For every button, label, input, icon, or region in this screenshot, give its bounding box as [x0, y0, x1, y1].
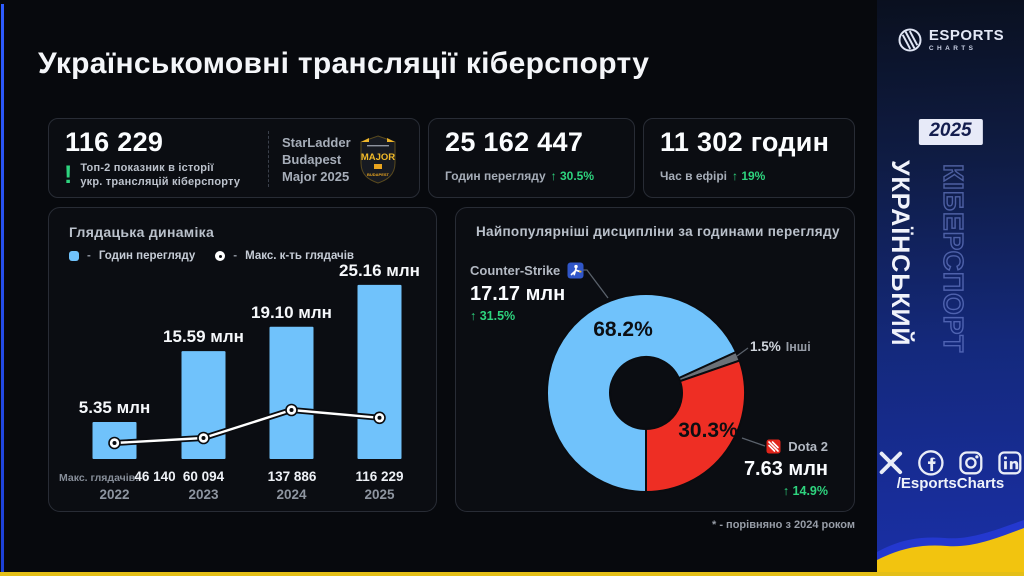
hours-watched-value: 25 162 447	[445, 127, 584, 157]
linkedin-icon[interactable]	[996, 449, 1024, 477]
peak-viewers-desc-line2: укр. трансляцій кіберспорту	[80, 175, 241, 188]
event-name-line3: Major 2025	[282, 169, 350, 184]
page-title: Українськомовні трансляції кіберспорту	[38, 47, 650, 81]
stat-card-peak-viewers: 116 229 ! Топ-2 показник в історії укр. …	[48, 118, 420, 198]
svg-text:15.59 млн: 15.59 млн	[163, 327, 244, 346]
brand-sidebar: ESPORTS CHARTS 2025 УКРАЇНСЬКИЙ КІБЕРСПО…	[877, 0, 1024, 576]
social-icons-row	[877, 449, 1024, 477]
left-accent-line	[1, 4, 4, 572]
others-label: Інші	[785, 340, 811, 354]
disciplines-panel: Найпопулярніші дисципліни за годинами пе…	[455, 207, 855, 512]
dota2-hours: 7.63 млн	[743, 458, 828, 480]
stat-card-hours-watched: 25 162 447 Годин перегляду ↑ 30.5%	[428, 118, 635, 198]
svg-text:68.2%: 68.2%	[593, 318, 653, 341]
esports-charts-logo: ESPORTS CHARTS	[877, 27, 1024, 53]
major-badge-icon: MAJOR BUDAPEST	[360, 135, 396, 184]
peak-viewers-desc-line1: Топ-2 показник в історії	[80, 162, 214, 174]
viewership-dynamics-panel: Глядацька динаміка - Годин перегляду - М…	[48, 207, 437, 512]
year-badge: 2025	[918, 119, 983, 145]
svg-text:60 094: 60 094	[183, 469, 225, 484]
others-pct: 1.5%	[750, 339, 781, 354]
x-twitter-icon[interactable]	[877, 449, 905, 477]
svg-text:19.10 млн: 19.10 млн	[251, 303, 332, 322]
vertical-text-cybersport: КІБЕРСПОРТ	[937, 163, 969, 354]
social-handle[interactable]: /EsportsCharts	[896, 475, 1005, 492]
logo-line2: CHARTS	[928, 45, 977, 52]
hours-watched-delta: ↑ 30.5%	[550, 169, 594, 183]
dota2-label: Dota 2	[788, 439, 828, 454]
svg-text:46 140: 46 140	[134, 469, 175, 484]
svg-text:MAJOR: MAJOR	[361, 152, 395, 163]
svg-text:30.3%: 30.3%	[678, 419, 738, 442]
comparison-footnote: * - порівняно з 2024 роком	[712, 519, 855, 531]
viewers-legend-marker	[215, 251, 226, 261]
vertical-text-ukrainian: УКРАЇНСЬКИЙ	[886, 160, 914, 347]
exclamation-icon: !	[64, 161, 73, 189]
event-name-line1: StarLadder	[282, 135, 351, 150]
dota2-icon	[766, 439, 781, 454]
logo-line1: ESPORTS	[928, 27, 1005, 44]
instagram-icon[interactable]	[957, 449, 985, 477]
svg-text:137 886: 137 886	[268, 469, 317, 484]
dota2-delta: ↑ 14.9%	[782, 484, 828, 498]
svg-text:2024: 2024	[276, 487, 307, 502]
bottom-yellow-strip	[0, 572, 1024, 576]
bar-panel-title: Глядацька динаміка	[69, 224, 215, 240]
counter-strike-hours: 17.17 млн	[470, 283, 566, 305]
flag-wave-decoration	[877, 520, 1024, 576]
air-time-value: 11 302 годин	[660, 127, 830, 157]
viewers-legend-label: Макс. к-ть глядачів	[245, 250, 354, 262]
svg-text:5.35 млн: 5.35 млн	[79, 398, 150, 417]
counter-strike-label: Counter-Strike	[470, 263, 561, 278]
stat-card-air-time: 11 302 годин Час в ефірі ↑ 19%	[643, 118, 855, 198]
card-divider	[268, 131, 269, 187]
peak-viewers-value: 116 229	[65, 127, 164, 157]
air-time-label: Час в ефірі	[660, 169, 727, 183]
bar-chart-legend: - Годин перегляду - Макс. к-ть глядачів	[69, 250, 354, 262]
svg-text:2025: 2025	[364, 487, 395, 502]
hours-legend-swatch	[69, 251, 79, 261]
counter-strike-delta: ↑ 31.5%	[470, 309, 516, 323]
air-time-delta: ↑ 19%	[732, 169, 766, 183]
counter-strike-icon	[567, 262, 584, 279]
hours-watched-label: Годин перегляду	[445, 169, 546, 183]
svg-text:2023: 2023	[188, 487, 219, 502]
facebook-icon[interactable]	[917, 449, 945, 477]
svg-text:2022: 2022	[99, 487, 129, 502]
svg-text:116 229: 116 229	[355, 469, 403, 484]
hours-legend-label: Годин перегляду	[98, 250, 196, 262]
esports-charts-logo-icon	[898, 28, 922, 52]
svg-text:BUDAPEST: BUDAPEST	[367, 172, 390, 177]
svg-text:25.16 млн: 25.16 млн	[339, 261, 420, 280]
donut-panel-title: Найпопулярніші дисципліни за годинами пе…	[476, 224, 840, 239]
event-name-line2: Budapest	[282, 152, 342, 167]
svg-text:Макс. глядачів:: Макс. глядачів:	[59, 472, 139, 484]
